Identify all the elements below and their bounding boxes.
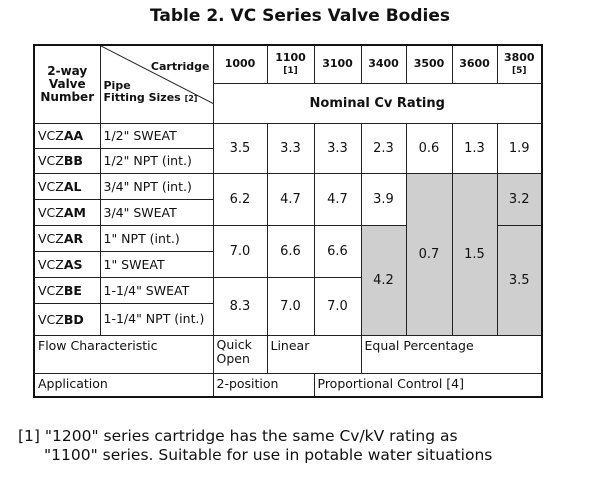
- pipe-fitting-label: Pipe Fitting Sizes [2]: [103, 79, 198, 104]
- cv-value: 4.7: [313, 172, 362, 226]
- cv-value: 6.2: [212, 172, 268, 226]
- valve-code-cell: VCZBD: [33, 302, 101, 336]
- cv-value: 0.6: [405, 122, 453, 174]
- flow-quick-open: Quick Open: [212, 334, 268, 374]
- valve-bodies-table: 2-way Valve Number Cartridge Pipe Fittin…: [33, 44, 543, 398]
- cv-value: 3.5: [496, 224, 543, 336]
- cv-value: 7.0: [212, 224, 268, 278]
- cv-value: 7.0: [313, 276, 362, 336]
- pipe-size-cell: 3/4" SWEAT: [99, 198, 214, 226]
- valve-number-header: 2-way Valve Number: [33, 44, 101, 124]
- valve-code-cell: VCZAS: [33, 250, 101, 278]
- cv-value: 3.5: [212, 122, 268, 174]
- pipe-size-cell: 1" SWEAT: [99, 250, 214, 278]
- valve-code-cell: VCZBB: [33, 147, 101, 174]
- table-title: Table 2. VC Series Valve Bodies: [150, 6, 450, 26]
- cartridge-3800-header: 3800 [5]: [496, 44, 543, 84]
- cv-value: 4.7: [266, 172, 315, 226]
- footnote: [1] "1200" series cartridge has the same…: [18, 427, 492, 465]
- application-proportional: Proportional Control [4]: [313, 372, 543, 398]
- cv-value: 8.3: [212, 276, 268, 336]
- pipe-size-cell: 3/4" NPT (int.): [99, 172, 214, 200]
- cv-value: 3.9: [360, 172, 407, 226]
- cv-value: 4.2: [360, 224, 407, 336]
- cartridge-pipe-header: Cartridge Pipe Fitting Sizes [2]: [99, 44, 214, 124]
- valve-code-cell: VCZBE: [33, 276, 101, 304]
- application-2-position: 2-position: [212, 372, 315, 398]
- cv-value: 0.7: [405, 172, 453, 336]
- cv-value: 3.3: [313, 122, 362, 174]
- pipe-size-cell: 1-1/4" SWEAT: [99, 276, 214, 304]
- cartridge-3600-header: 3600: [451, 44, 498, 84]
- cv-value: 1.9: [496, 122, 543, 174]
- valve-code-cell: VCZAM: [33, 198, 101, 226]
- footnote-line-2: "1100" series. Suitable for use in potab…: [44, 446, 493, 464]
- cartridge-3500-header: 3500: [405, 44, 453, 84]
- cv-value: 7.0: [266, 276, 315, 336]
- cv-value: 6.6: [313, 224, 362, 278]
- cartridge-3400-header: 3400: [360, 44, 407, 84]
- diagonal-divider: [101, 46, 212, 104]
- nominal-cv-header: Nominal Cv Rating: [212, 82, 543, 124]
- cv-value: 3.2: [496, 172, 543, 226]
- valve-code-cell: VCZAL: [33, 172, 101, 200]
- footnote-line-1: [1] "1200" series cartridge has the same…: [18, 427, 458, 445]
- flow-linear: Linear: [266, 334, 362, 374]
- valve-code-cell: VCZAA: [33, 122, 101, 149]
- cv-value: 2.3: [360, 122, 407, 174]
- cartridge-3100-header: 3100: [313, 44, 362, 84]
- cv-value: 6.6: [266, 224, 315, 278]
- application-label: Application: [33, 372, 214, 398]
- cv-value: 1.3: [451, 122, 498, 174]
- cv-value: 1.5: [451, 172, 498, 336]
- cartridge-1000-header: 1000: [212, 44, 268, 84]
- cartridge-label: Cartridge: [150, 60, 210, 73]
- pipe-size-cell: 1-1/4" NPT (int.): [99, 302, 214, 336]
- valve-code-cell: VCZAR: [33, 224, 101, 252]
- flow-characteristic-label: Flow Characteristic: [33, 334, 214, 374]
- cartridge-1100-header: 1100 [1]: [266, 44, 315, 84]
- pipe-size-cell: 1/2" NPT (int.): [99, 147, 214, 174]
- pipe-size-cell: 1/2" SWEAT: [99, 122, 214, 149]
- flow-equal-percentage: Equal Percentage: [360, 334, 543, 374]
- pipe-size-cell: 1" NPT (int.): [99, 224, 214, 252]
- cv-value: 3.3: [266, 122, 315, 174]
